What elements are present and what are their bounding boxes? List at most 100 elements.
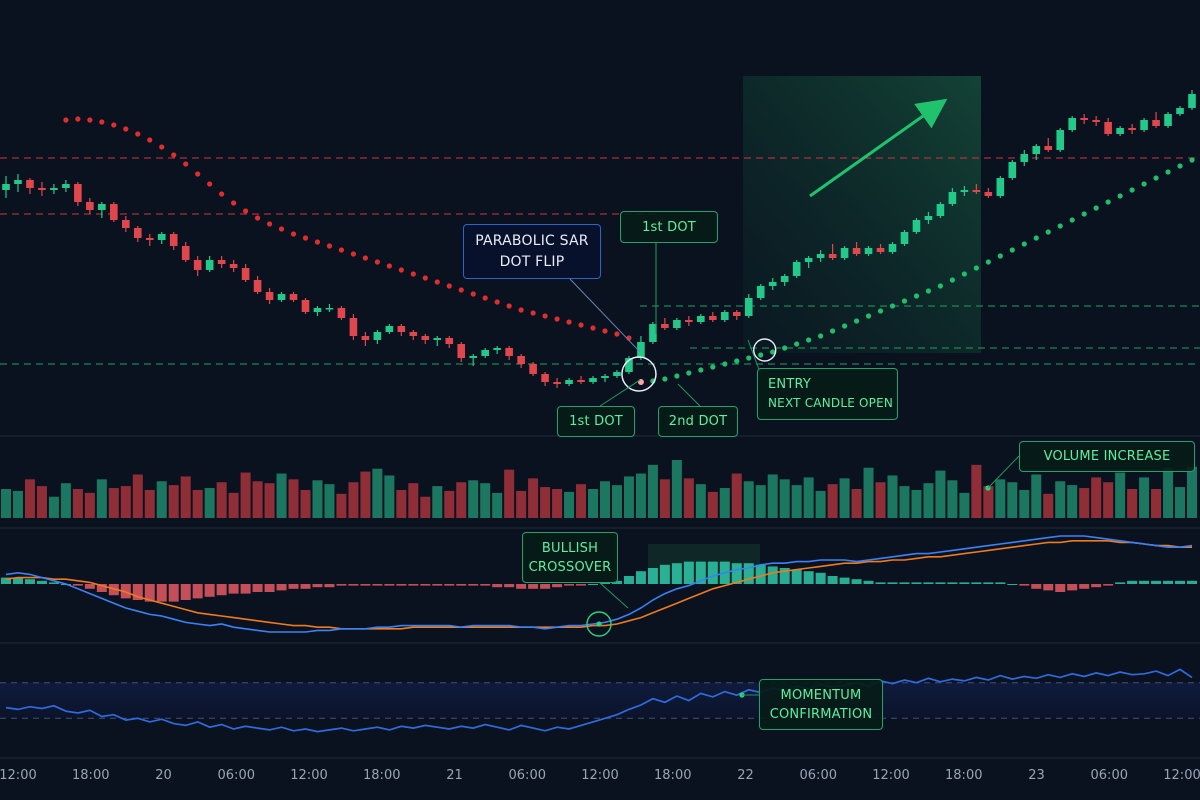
volume-bar [408, 483, 419, 518]
sar-dot [99, 119, 105, 125]
x-tick-label: 22 [737, 768, 754, 783]
candle [433, 336, 442, 346]
volume-bar [144, 489, 155, 518]
candle [301, 298, 310, 314]
candle [888, 242, 897, 254]
macd-histogram-bar [348, 584, 359, 586]
sar-dot [242, 208, 249, 214]
connector-2nd-dot [677, 383, 701, 407]
candle [577, 376, 585, 384]
macd-histogram-bar [695, 561, 706, 584]
sar-dot [973, 265, 979, 271]
macd-histogram-bar [396, 584, 407, 586]
macd-histogram-bar [875, 582, 886, 584]
annotation-overlay [569, 98, 1020, 696]
macd-panel [1, 535, 1197, 637]
sar-dot [302, 235, 309, 241]
volume-bar [923, 483, 934, 518]
volume-bar [84, 492, 95, 518]
sar-dot [1045, 229, 1051, 235]
candle-body [349, 318, 358, 336]
macd-histogram-bar [408, 584, 419, 586]
candle [1056, 128, 1065, 152]
entry-callout: ENTRY NEXT CANDLE OPEN [757, 368, 898, 420]
sar-dot [1189, 157, 1195, 163]
x-tick-label: 21 [446, 768, 463, 783]
macd-histogram-bar [456, 584, 467, 586]
sar-dot [1117, 193, 1123, 199]
candle [493, 346, 501, 354]
connector-crossover [599, 582, 629, 609]
x-tick-label: 12:00 [1163, 768, 1200, 783]
sar-dot [877, 308, 884, 314]
macd-histogram-bar [707, 561, 718, 584]
candle-body [685, 320, 693, 322]
candle [409, 330, 418, 340]
candle [1188, 90, 1196, 110]
volume-bar [719, 488, 730, 518]
x-tick-label: 12:00 [581, 768, 619, 783]
volume-bar [971, 464, 982, 518]
macd-histogram-bar [564, 584, 575, 586]
candle-body [121, 220, 130, 228]
candle-body [661, 324, 669, 328]
sar-dot [806, 337, 812, 343]
candle-body [1188, 94, 1196, 108]
candle-body [1176, 108, 1184, 114]
sar-dot [326, 243, 333, 249]
candle [229, 260, 238, 272]
macd-histogram-bar [947, 582, 958, 584]
sar-dot [207, 181, 213, 187]
candle [864, 246, 873, 256]
volume-bar [360, 471, 371, 518]
sar-dot [171, 152, 177, 158]
candle-body [697, 316, 705, 322]
macd-histogram-bar [516, 584, 527, 589]
candle-body [924, 216, 933, 220]
candle [289, 292, 298, 302]
candle [1104, 118, 1112, 136]
volume-bar [983, 486, 994, 518]
macd-histogram-bar [1139, 580, 1150, 584]
candle [1128, 124, 1136, 134]
candle-body [217, 260, 226, 264]
macd-histogram-bar [204, 584, 215, 597]
sar-flip-line1: PARABOLIC SAR [475, 232, 589, 249]
candle [529, 362, 537, 376]
candle [385, 324, 394, 334]
sar-dot [578, 322, 584, 328]
x-tick-label: 18:00 [654, 768, 692, 783]
volume-bar [132, 474, 143, 518]
macd-histogram-bar [791, 569, 802, 584]
volume-bar [300, 489, 311, 518]
second-dot-label: 2nd DOT [668, 414, 728, 429]
candle [936, 202, 945, 218]
sar-dot [1105, 199, 1111, 205]
macd-histogram-bar [863, 580, 874, 584]
macd-histogram-bar [96, 584, 107, 592]
macd-histogram-bar [336, 584, 347, 586]
candle-body [1164, 114, 1172, 126]
candle-body [445, 338, 454, 344]
sar-dot [422, 275, 428, 281]
macd-histogram-bar [1, 577, 11, 584]
volume-bar [1139, 477, 1150, 518]
candle-body [397, 326, 406, 332]
candle [517, 354, 525, 368]
volume-bar [731, 473, 742, 518]
macd-histogram-bar [1043, 584, 1054, 591]
volume-bar [1019, 489, 1030, 518]
candle-body [637, 342, 645, 358]
candle [601, 374, 609, 382]
volume-bar [695, 484, 706, 518]
macd-histogram-bar [1103, 584, 1114, 586]
candle-body [385, 326, 394, 332]
candle-body [145, 238, 154, 240]
volume-bar [348, 482, 359, 518]
volume-bar [635, 473, 646, 518]
macd-histogram-bar [384, 584, 395, 586]
volume-bar [48, 496, 59, 518]
sar-dot [734, 358, 740, 364]
macd-histogram-bar [420, 584, 431, 586]
macd-histogram-bar [156, 584, 167, 602]
